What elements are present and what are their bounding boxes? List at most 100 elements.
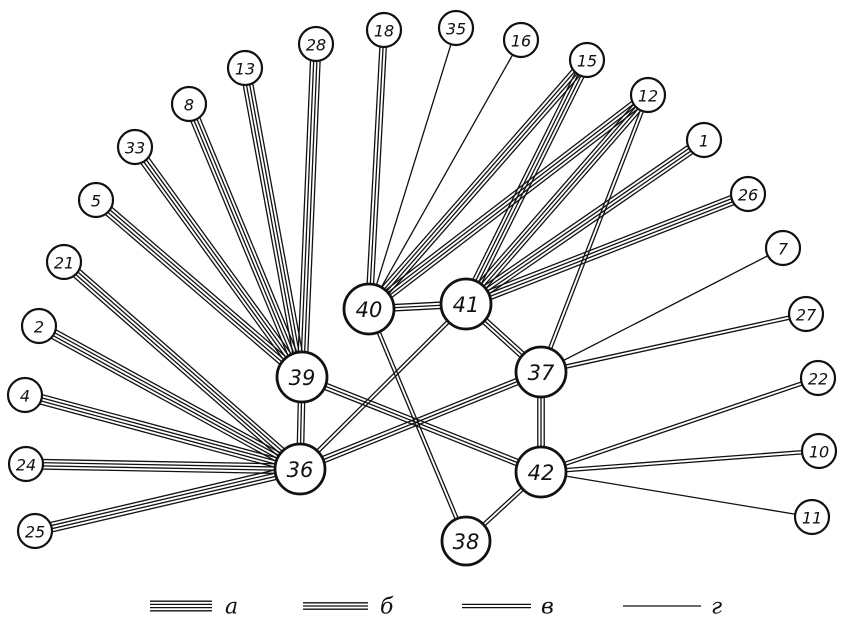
- node-circle: [77, 181, 115, 219]
- node-label: 13: [235, 60, 255, 79]
- node-circle: [365, 11, 403, 49]
- node-16: 16: [502, 21, 540, 59]
- node-1: 1: [685, 121, 723, 159]
- edge-27-37: [540, 311, 807, 375]
- node-27: 27: [787, 295, 825, 333]
- node-circle: [568, 41, 606, 79]
- legend-line-v: [462, 603, 531, 609]
- legend-label-a: а: [225, 595, 238, 620]
- legend-line-a: [150, 600, 212, 612]
- node-label: 33: [125, 139, 145, 158]
- legend: а б в г: [150, 595, 722, 620]
- node-38: 38: [440, 515, 492, 567]
- node-36: 36: [273, 442, 327, 496]
- edge-33-39: [130, 143, 307, 381]
- node-22: 22: [799, 359, 837, 397]
- legend-item-a: а: [150, 595, 238, 620]
- node-circle: [799, 359, 837, 397]
- node-label: 35: [446, 20, 466, 39]
- edge-11-42: [540, 471, 813, 518]
- node-label: 25: [25, 523, 45, 542]
- node-33: 33: [116, 128, 154, 166]
- node-circle: [275, 350, 329, 404]
- edge-5-39: [92, 195, 306, 382]
- edge-16-40: [368, 39, 522, 310]
- edge-37-36: [298, 368, 543, 473]
- edge-25-36: [33, 463, 302, 537]
- node-10: 10: [800, 432, 838, 470]
- node-label: 12: [638, 87, 658, 106]
- node-label: 42: [528, 461, 555, 485]
- node-circle: [800, 432, 838, 470]
- node-circle: [45, 243, 83, 281]
- edge-15-40: [364, 56, 592, 313]
- edge-12-40: [365, 90, 652, 314]
- edge-4-36: [23, 389, 302, 475]
- node-39: 39: [275, 350, 329, 404]
- node-circle: [685, 121, 723, 159]
- node-circle: [514, 445, 568, 499]
- node-24: 24: [7, 445, 45, 483]
- node-13: 13: [226, 49, 264, 87]
- node-circle: [297, 25, 335, 63]
- node-circle: [437, 9, 475, 47]
- node-label: 5: [91, 192, 101, 211]
- node-35: 35: [437, 9, 475, 47]
- node-37: 37: [514, 345, 568, 399]
- node-circle: [7, 445, 45, 483]
- node-circle: [793, 498, 831, 536]
- node-circle: [729, 175, 767, 213]
- node-label: 40: [356, 298, 383, 322]
- node-label: 2: [34, 318, 44, 337]
- node-12: 12: [629, 76, 667, 114]
- node-label: 8: [184, 96, 194, 115]
- legend-item-v: в: [462, 595, 554, 620]
- edge-15-41: [461, 57, 592, 307]
- node-circle: [439, 277, 493, 331]
- node-label: 24: [16, 456, 36, 475]
- edge-13-39: [239, 67, 308, 378]
- legend-label-g: г: [711, 595, 722, 620]
- node-label: 39: [289, 366, 316, 390]
- node-26: 26: [729, 175, 767, 213]
- edge-2-36: [36, 321, 303, 474]
- node-21: 21: [45, 243, 83, 281]
- node-label: 10: [809, 443, 829, 462]
- edge-26-41: [464, 188, 750, 310]
- node-circle: [629, 76, 667, 114]
- edges-layer: [23, 27, 820, 543]
- edge-8-39: [183, 101, 308, 380]
- node-8: 8: [170, 85, 208, 123]
- node-circle: [170, 85, 208, 123]
- node-11: 11: [793, 498, 831, 536]
- node-4: 4: [6, 376, 44, 414]
- node-25: 25: [16, 512, 54, 550]
- node-5: 5: [77, 181, 115, 219]
- edge-1-41: [462, 135, 708, 309]
- node-circle: [226, 49, 264, 87]
- node-label: 37: [528, 361, 555, 385]
- node-label: 11: [802, 509, 822, 528]
- edge-10-42: [540, 448, 820, 475]
- edge-18-40: [365, 29, 388, 310]
- edge-22-42: [540, 375, 819, 475]
- nodes-layer: 18 35162813833521242425151212672722101140…: [6, 9, 838, 567]
- edge-41-36: [298, 302, 468, 471]
- node-label: 16: [511, 32, 531, 51]
- legend-line-b: [303, 602, 368, 610]
- edge-7-37: [540, 247, 784, 373]
- node-circle: [6, 376, 44, 414]
- node-label: 22: [808, 370, 828, 389]
- node-15: 15: [568, 41, 606, 79]
- node-circle: [514, 345, 568, 399]
- node-label: 38: [453, 530, 480, 554]
- node-circle: [116, 128, 154, 166]
- node-circle: [502, 21, 540, 59]
- edge-21-36: [60, 257, 304, 474]
- node-2: 2: [20, 307, 58, 345]
- node-7: 7: [764, 229, 802, 267]
- node-circle: [273, 442, 327, 496]
- node-label: 1: [699, 132, 709, 151]
- node-label: 36: [287, 458, 314, 482]
